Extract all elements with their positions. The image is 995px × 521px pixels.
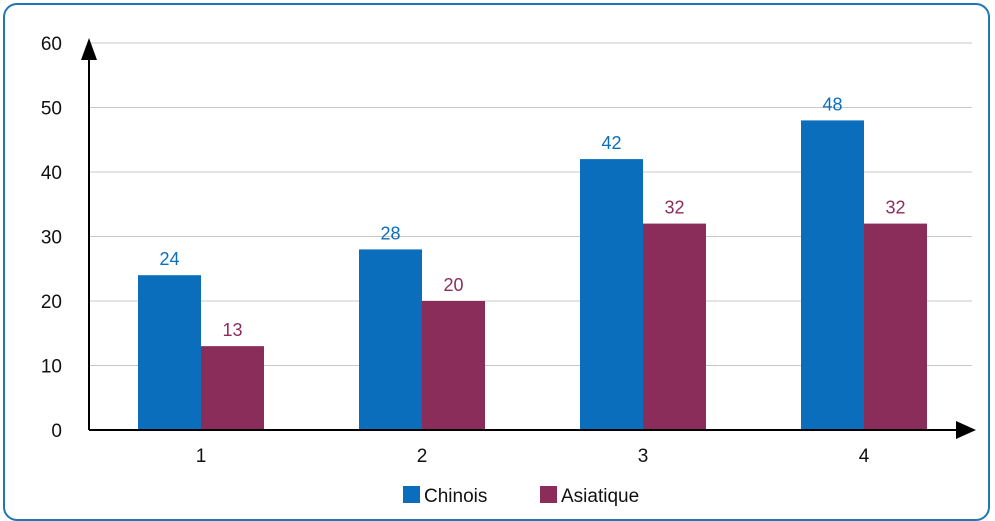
x-tick-label: 3 (638, 446, 649, 467)
y-tick-label: 30 (41, 228, 62, 249)
data-labels: 24 13 28 20 42 32 48 32 (159, 94, 905, 340)
y-axis-arrow (81, 38, 97, 60)
y-tick-label: 0 (51, 421, 62, 442)
bar-asiatique-3 (643, 223, 706, 430)
legend-swatch-asiatique (540, 486, 557, 503)
x-tick-label: 2 (417, 446, 428, 467)
y-tick-label: 10 (41, 357, 62, 378)
y-tick-label: 20 (41, 292, 62, 313)
data-label-asiatique-2: 20 (443, 275, 463, 295)
bar-chinois-4 (801, 120, 864, 431)
legend-swatch-chinois (403, 486, 420, 503)
data-label-asiatique-4: 32 (885, 198, 905, 218)
y-axis-ticks: 0 10 20 30 40 50 60 (41, 34, 62, 442)
data-label-asiatique-1: 13 (222, 320, 242, 340)
bar-chinois-1 (138, 275, 201, 430)
x-tick-label: 1 (196, 446, 207, 467)
bar-asiatique-2 (422, 301, 485, 430)
bar-asiatique-4 (864, 223, 927, 430)
axes (81, 38, 976, 439)
y-tick-label: 60 (41, 34, 62, 55)
legend-label-chinois: Chinois (424, 486, 487, 507)
data-label-chinois-2: 28 (380, 223, 400, 243)
bar-chinois-3 (580, 159, 643, 430)
bars (138, 120, 927, 431)
x-axis-arrow (956, 421, 976, 439)
y-tick-label: 40 (41, 163, 62, 184)
legend: Chinois Asiatique (403, 486, 639, 507)
bar-asiatique-1 (201, 346, 264, 430)
bar-chinois-2 (359, 249, 422, 430)
data-label-asiatique-3: 32 (664, 198, 684, 218)
data-label-chinois-1: 24 (159, 249, 179, 269)
data-label-chinois-3: 42 (601, 133, 621, 153)
x-axis-ticks: 1 2 3 4 (196, 446, 870, 467)
legend-label-asiatique: Asiatique (561, 486, 639, 507)
y-tick-label: 50 (41, 99, 62, 120)
x-tick-label: 4 (859, 446, 870, 467)
data-label-chinois-4: 48 (822, 94, 842, 114)
